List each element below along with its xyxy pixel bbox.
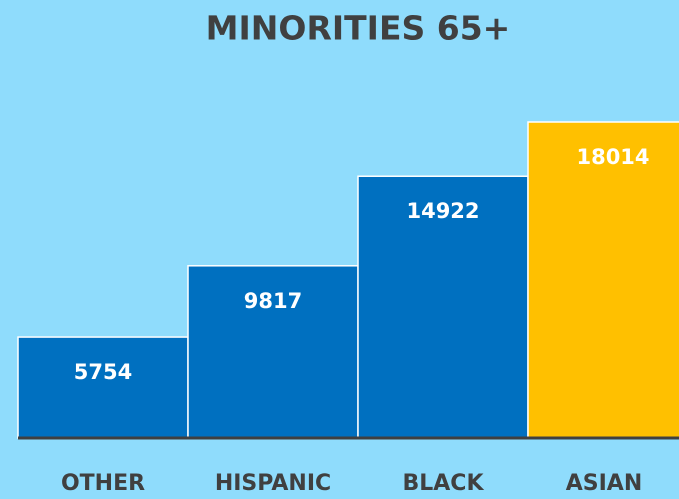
bar	[357, 175, 529, 439]
value-label: 18014	[576, 145, 649, 169]
bar	[527, 121, 679, 439]
x-tick-label: HISPANIC	[215, 471, 331, 496]
value-label: 5754	[74, 360, 132, 384]
x-tick-label: BLACK	[402, 471, 484, 496]
bar	[187, 265, 359, 439]
bar	[17, 336, 189, 439]
x-tick-label: ASIAN	[566, 471, 643, 496]
value-label: 9817	[244, 289, 302, 313]
chart-title: MINORITIES 65+	[206, 9, 511, 48]
value-label: 14922	[406, 199, 479, 223]
x-tick-label: OTHER	[61, 471, 145, 496]
